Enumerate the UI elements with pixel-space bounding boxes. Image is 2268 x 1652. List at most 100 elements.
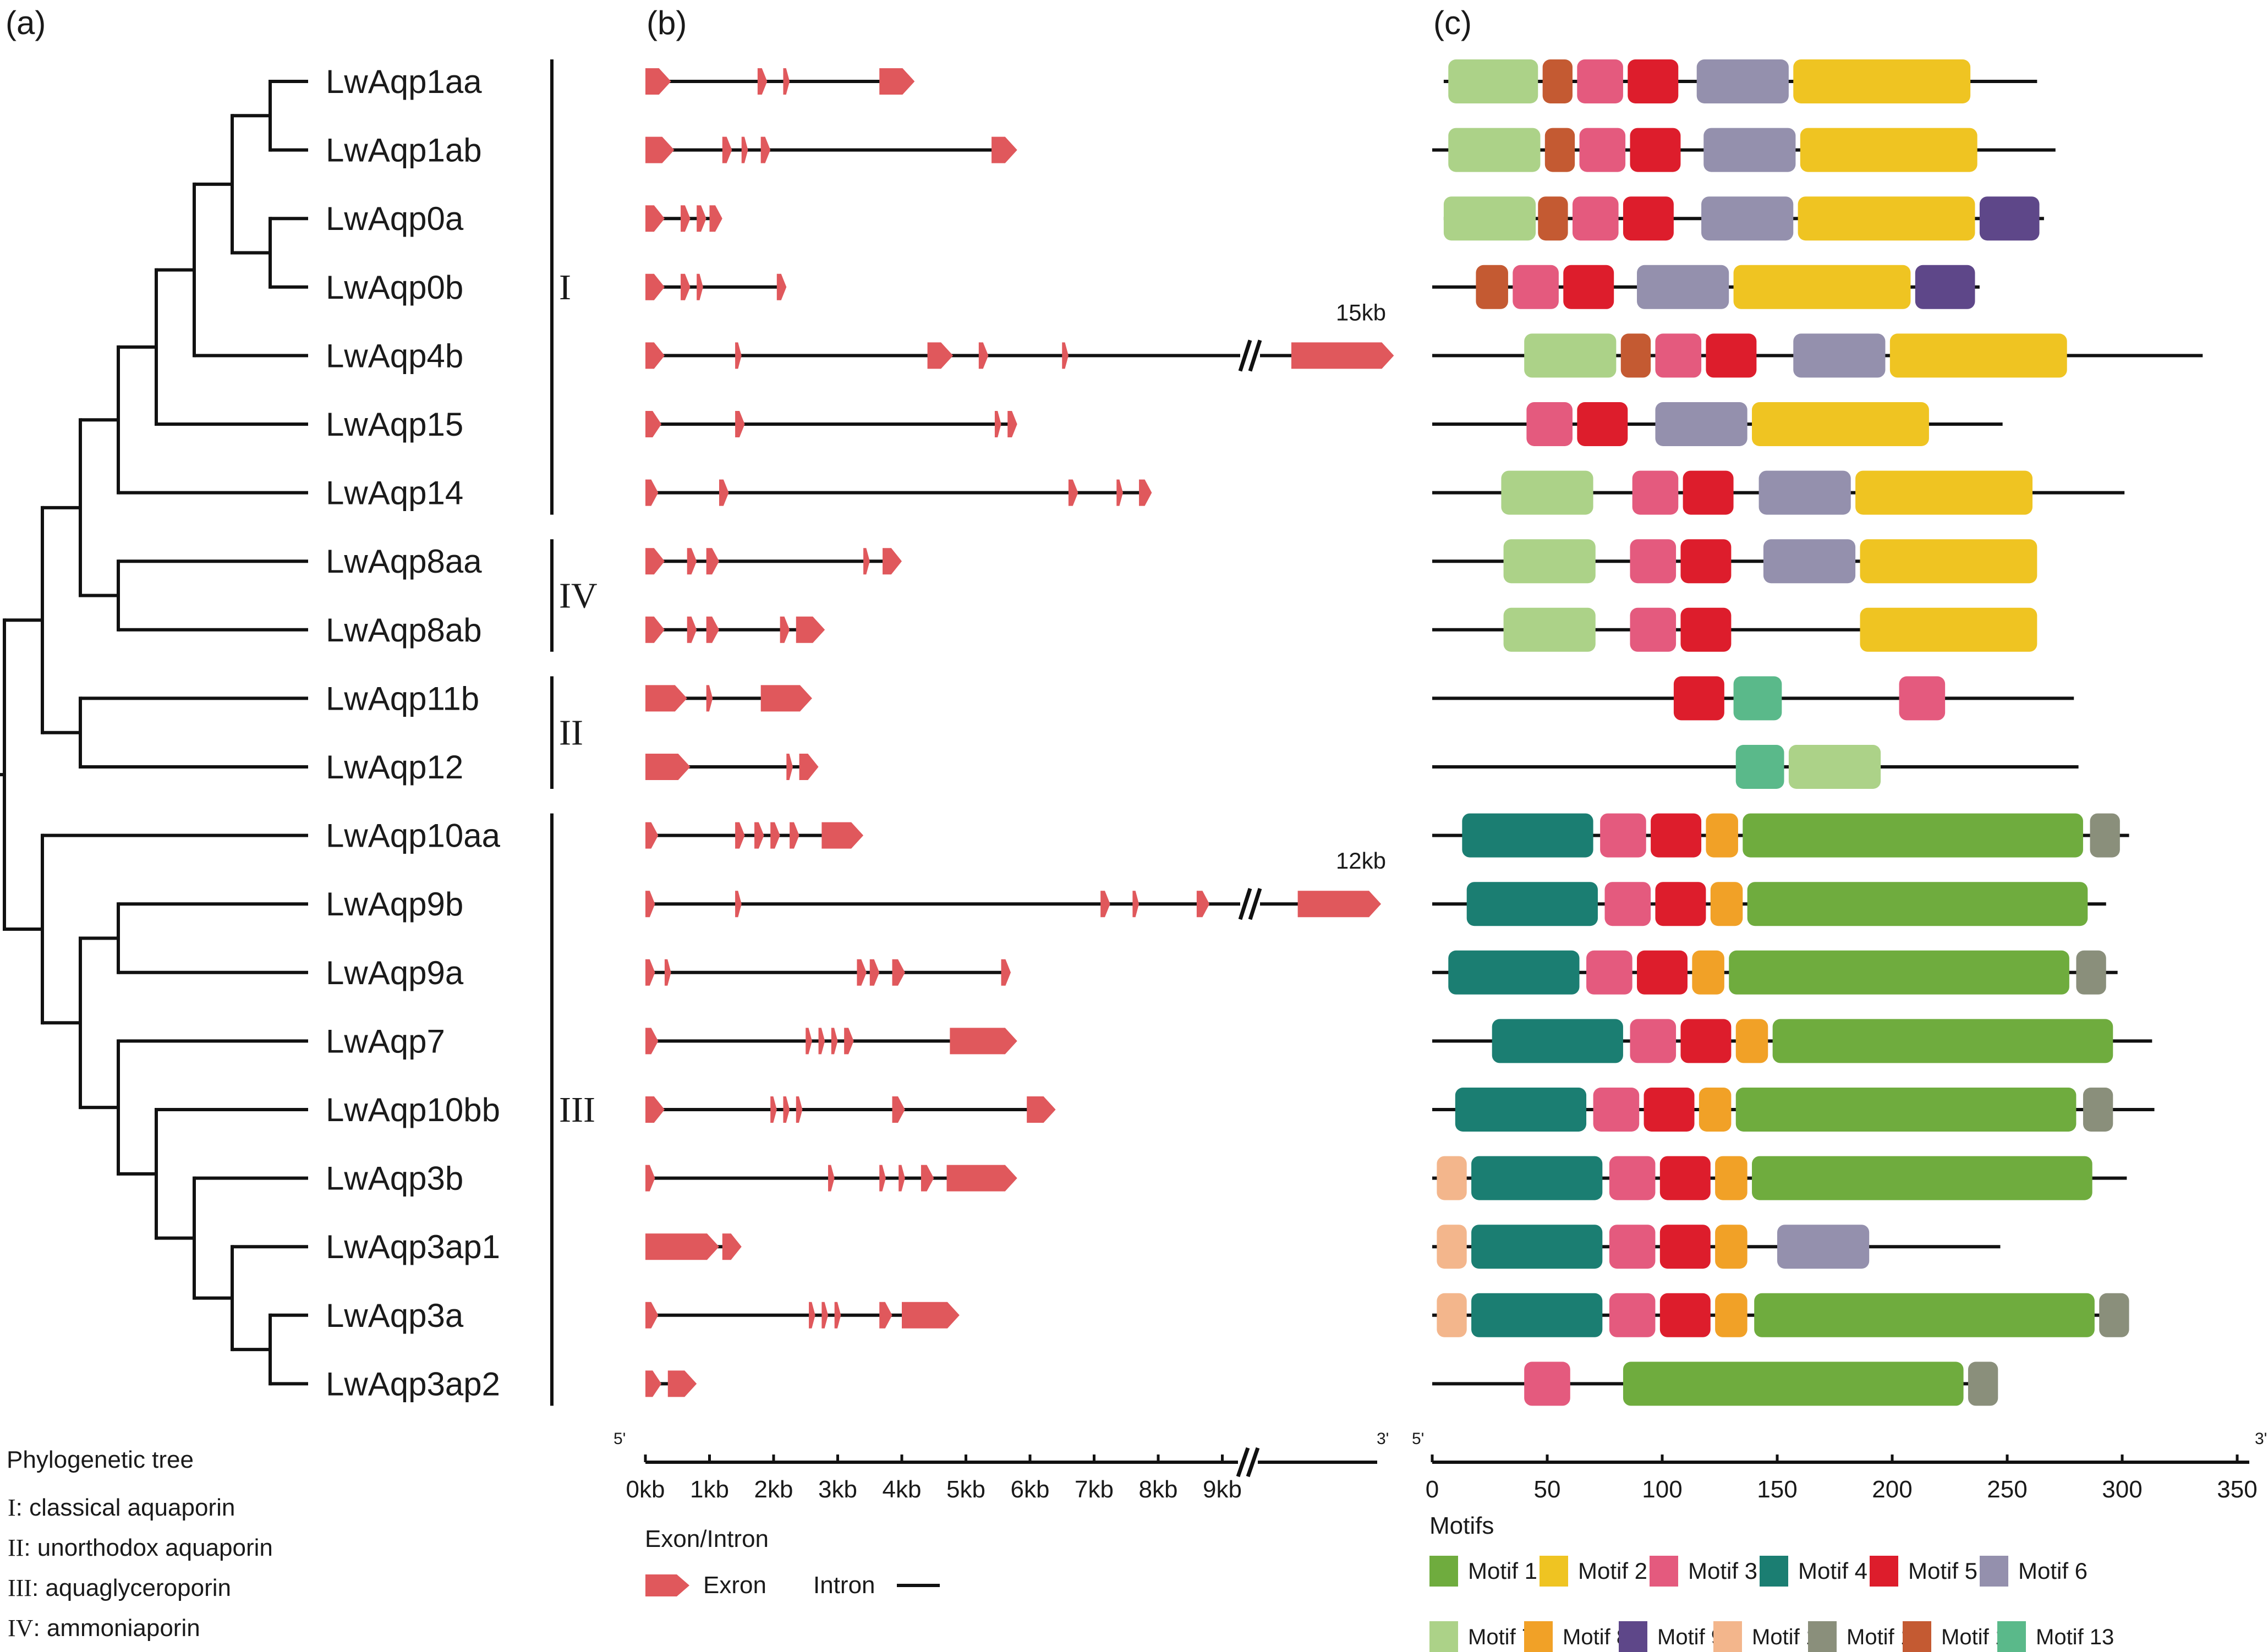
motif-6-box [1763,539,1856,584]
motif-6-box [1758,470,1851,515]
gene-axis-tick-label: 9kb [1203,1476,1242,1503]
motif-11-box [2076,950,2106,995]
exon [741,136,748,163]
exon-last [709,205,722,232]
motif-4-box [1492,1019,1623,1063]
phylogenetic-tree [0,80,308,1386]
motif-7-swatch [1429,1621,1458,1652]
exon-last [946,1165,1017,1192]
gene-axis-tick-label: 4kb [883,1476,922,1503]
motif-13-legend-label: Motif 13 [2036,1625,2114,1649]
exon [706,685,713,712]
gene-axis-5prime: 5' [613,1430,626,1448]
motif-axis-3prime: 3' [2255,1430,2267,1448]
motif-9-box [1915,265,1975,309]
motif-7-box [1448,128,1541,172]
exon [899,1165,905,1192]
exon [735,411,745,437]
motif-9-box [1979,196,2040,241]
tree-legend-text: : ammoniaporin [33,1615,200,1642]
gene-structure-axis: Exon/Intron 5' 3' 0kb 1kb 2kb 3kb 4kb 5kb 6kb 7… [613,1430,1389,1552]
exon [706,548,719,575]
exon [735,891,742,918]
exon-last [776,273,787,300]
motif-5-box [1644,1088,1695,1132]
intron-legend-label: Intron [813,1572,875,1599]
exon [706,616,719,643]
motif-3-box [1609,1293,1656,1337]
exon [780,616,790,643]
exon [645,1233,719,1260]
motif-11-swatch [1808,1621,1837,1652]
motif-10-box [1437,1156,1467,1200]
motif-11-box [2099,1293,2129,1337]
exon [645,205,665,232]
exon-last [796,616,825,643]
exon [1100,891,1110,918]
tree-legend-numeral: II [8,1534,24,1561]
motif-11-box [2083,1088,2113,1132]
motif-5-box [1659,1293,1711,1337]
motif-5-box [1651,813,1702,858]
exon [645,1370,662,1397]
motif-6-swatch [1980,1556,2008,1587]
exon [927,342,954,369]
panel-label-c: (c) [1433,4,1472,41]
motif-2-box [1800,128,1977,172]
exon [818,1028,825,1055]
exon [1196,891,1210,918]
exon [687,616,697,643]
clade-label: I [559,267,571,308]
exon [681,273,691,300]
motif-axis-tick-label: 50 [1534,1476,1561,1503]
axis-break-mark [1238,888,1252,920]
motif-8-box [1692,950,1724,995]
exon-last [883,548,902,575]
gene-length-label: 12kb [1336,848,1386,874]
motif-8-box [1735,1019,1768,1063]
motif-5-box [1628,59,1679,103]
tree-legend-numeral: I [8,1494,16,1521]
motif-10-swatch [1713,1621,1742,1652]
exon [879,1165,886,1192]
motif-axis-tick-label: 250 [1987,1476,2027,1503]
motif-8-box [1715,1156,1747,1200]
tree-legend-numeral: IV [8,1615,34,1642]
motif-3-swatch [1650,1556,1678,1587]
exon-last [667,1370,697,1397]
motif-5-box [1680,1019,1732,1063]
panel-label-b: (b) [647,4,687,41]
gene-label: LwAqp15 [326,406,463,443]
exon [863,548,870,575]
motif-13-swatch [1997,1621,2026,1652]
exon [697,205,706,232]
exon-last [991,136,1017,163]
motif-12-box [1538,196,1568,241]
gene-label: LwAqp8ab [326,612,482,649]
gene-label: LwAqp14 [326,475,463,512]
motif-5-box [1630,128,1681,172]
exon [892,1096,905,1123]
gene-label: LwAqp1aa [326,63,482,100]
motif-8-box [1706,813,1738,858]
motif-4-box [1471,1225,1603,1269]
exon [719,479,729,506]
gene-label: LwAqp1ab [326,132,482,169]
motif-5-box [1623,196,1674,241]
tree-legend-item: I: classical aquaporin [8,1494,235,1521]
exon [645,1165,655,1192]
motif-5-box [1563,265,1614,309]
motif-1-box [1743,813,2083,858]
tree-legend-text: : unorthodox aquaporin [24,1534,273,1561]
exon [645,822,659,849]
gene-label: LwAqp4b [326,337,463,374]
gene-axis-tick-label: 7kb [1075,1476,1114,1503]
motif-1-box [1729,950,2069,995]
exon [783,1096,790,1123]
gene-label: LwAqp8aa [326,543,482,580]
motif-7-box [1448,59,1538,103]
motif-6-box [1655,402,1747,446]
motif-3-box [1600,813,1646,858]
motif-6-box [1696,59,1789,103]
